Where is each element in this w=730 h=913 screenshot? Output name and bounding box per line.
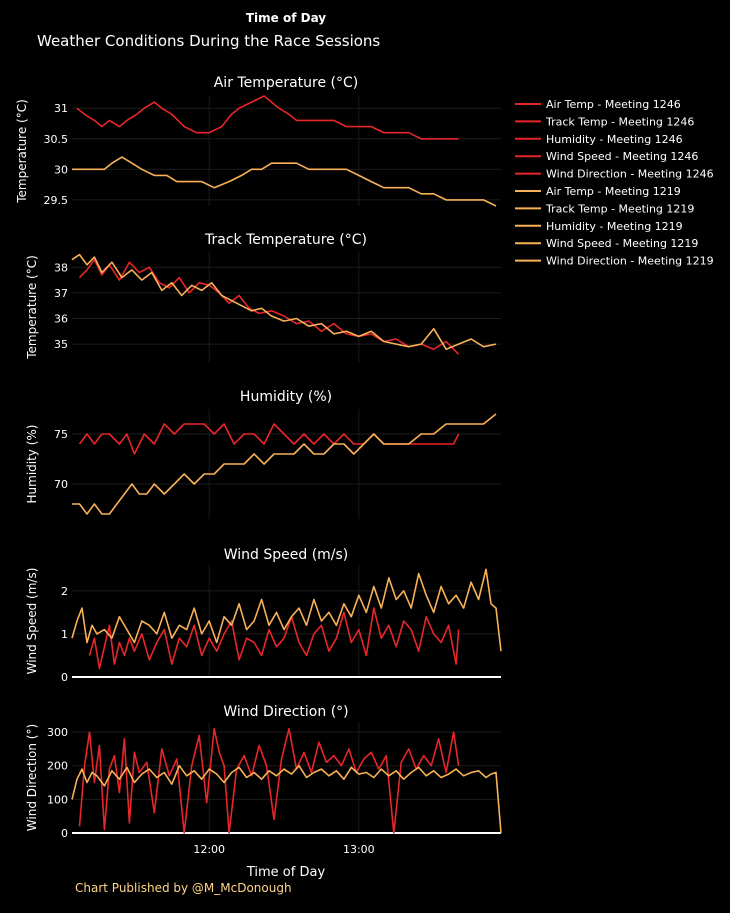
panel-4-ytick-0: 0: [61, 827, 68, 840]
chart-credit: Chart Published by @M_McDonough: [75, 881, 292, 895]
panel-0-ytick-0: 29.5: [44, 194, 69, 207]
panel-4-series-0-line: [78, 727, 460, 834]
panel-0-series-0-line: [76, 95, 459, 140]
legend-item-1: Track Temp - Meeting 1246: [545, 115, 694, 128]
panel-2-series-0-line: [78, 423, 460, 455]
panel-4: Wind Direction (°) 0 100 200 300 Wind Directi…: [25, 704, 502, 840]
chart-top-title: Time of Day: [246, 11, 326, 25]
panel-1-ytick-2: 37: [54, 287, 68, 300]
legend-item-8: Wind Speed - Meeting 1219: [546, 237, 698, 250]
panel-2-ytick-0: 70: [54, 478, 68, 491]
legend-item-3: Wind Speed - Meeting 1246: [546, 150, 698, 163]
legend: Air Temp - Meeting 1246 Track Temp - Meet…: [515, 98, 714, 268]
panel-2-series-1-line: [72, 413, 497, 515]
panel-0-ytick-1: 30: [54, 163, 68, 176]
legend-item-5: Air Temp - Meeting 1219: [546, 185, 681, 198]
panel-2-ytick-1: 75: [54, 428, 68, 441]
legend-item-2: Humidity - Meeting 1246: [546, 133, 683, 146]
panel-4-ytick-3: 300: [47, 726, 68, 739]
panel-3: Wind Speed (m/s) 0 1 2 Wind Speed (m/s): [25, 547, 502, 684]
panel-1-ytick-1: 36: [54, 313, 68, 326]
panel-1-ylabel: Temperature (°C): [25, 255, 39, 360]
chart-main-title: Weather Conditions During the Race Sessi…: [37, 32, 380, 50]
panel-0-series-1-line: [72, 156, 497, 207]
panel-3-ylabel: Wind Speed (m/s): [25, 568, 39, 675]
panel-3-series-0-line: [88, 607, 460, 670]
panel-4-ylabel: Wind Direction (°): [25, 724, 39, 831]
panel-3-ytick-1: 1: [61, 628, 68, 641]
panel-2-title: Humidity (%): [240, 389, 332, 405]
legend-item-6: Track Temp - Meeting 1219: [545, 202, 694, 215]
x-axis-label: Time of Day: [246, 865, 326, 880]
panel-1-series-0-line: [78, 258, 460, 355]
x-tick-0: 12:00: [193, 843, 225, 856]
panel-0-ytick-3: 31: [54, 102, 68, 115]
panel-2: Humidity (%) 70 75 Humidity (%): [25, 389, 501, 519]
panel-3-title: Wind Speed (m/s): [224, 547, 349, 563]
panel-4-series-1-line: [71, 764, 502, 834]
panel-2-ylabel: Humidity (%): [25, 425, 39, 504]
panel-1-series-1-line: [71, 253, 497, 351]
panels: Air Temperature (°C) 29.5 30 30.5 31 Temperat…: [15, 75, 502, 840]
panel-0-ylabel: Temperature (°C): [15, 99, 29, 204]
panel-3-ytick-2: 2: [61, 585, 68, 598]
panel-1-ytick-0: 35: [54, 338, 68, 351]
legend-item-0: Air Temp - Meeting 1246: [546, 98, 681, 111]
panel-1-ytick-3: 38: [54, 261, 68, 274]
panel-3-series-1-line: [71, 568, 502, 652]
legend-item-4: Wind Direction - Meeting 1246: [546, 168, 714, 181]
panel-1-title: Track Temperature (°C): [204, 232, 367, 248]
legend-item-7: Humidity - Meeting 1219: [546, 220, 683, 233]
legend-item-9: Wind Direction - Meeting 1219: [546, 255, 714, 268]
x-axis-ticks: 12:00 13:00: [193, 843, 374, 856]
panel-4-ytick-2: 200: [47, 760, 68, 773]
panel-0: Air Temperature (°C) 29.5 30 30.5 31 Temperat…: [15, 75, 501, 207]
panel-1: Track Temperature (°C) 35 36 37 38 Temperatur…: [25, 232, 501, 362]
panel-0-title: Air Temperature (°C): [214, 75, 359, 91]
x-tick-1: 13:00: [343, 843, 375, 856]
panel-0-ytick-2: 30.5: [44, 133, 69, 146]
panel-4-ytick-1: 100: [47, 793, 68, 806]
panel-4-title: Wind Direction (°): [223, 704, 348, 720]
panel-3-ytick-0: 0: [61, 671, 68, 684]
